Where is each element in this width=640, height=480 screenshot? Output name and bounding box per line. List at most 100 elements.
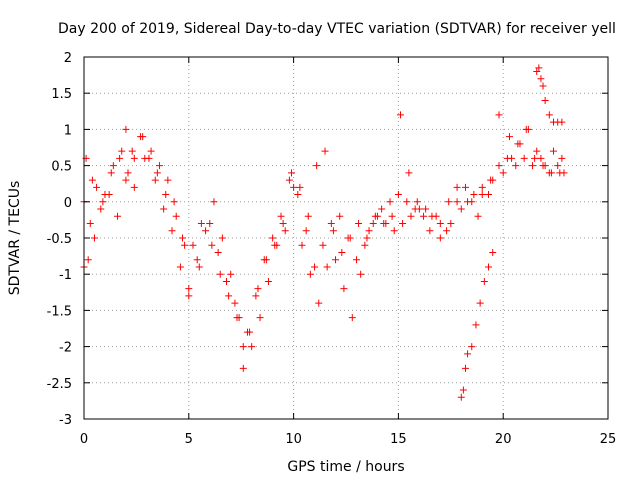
data-point — [86, 220, 94, 228]
data-point — [137, 133, 145, 141]
data-point — [130, 183, 138, 191]
data-point — [189, 241, 197, 249]
data-point — [355, 220, 363, 228]
y-tick-label: -1 — [59, 268, 72, 283]
data-point — [90, 234, 98, 242]
data-point — [505, 133, 513, 141]
data-point — [214, 248, 222, 256]
data-point — [122, 176, 130, 184]
data-point — [453, 183, 461, 191]
data-point — [319, 241, 327, 249]
data-point — [545, 111, 553, 119]
data-point — [197, 220, 205, 228]
data-point — [264, 277, 272, 285]
data-point — [172, 212, 180, 220]
data-point — [296, 183, 304, 191]
data-point — [514, 140, 522, 148]
data-point — [413, 198, 421, 206]
data-point — [489, 248, 497, 256]
data-point — [225, 292, 233, 300]
data-point — [480, 277, 488, 285]
data-point — [269, 234, 277, 242]
data-point — [461, 364, 469, 372]
data-point — [512, 162, 520, 170]
data-point — [109, 162, 117, 170]
data-point — [558, 154, 566, 162]
data-point — [348, 314, 356, 322]
data-point — [185, 292, 193, 300]
data-point — [202, 227, 210, 235]
data-point — [128, 147, 136, 155]
data-point — [304, 212, 312, 220]
grid — [84, 57, 608, 419]
data-point — [388, 212, 396, 220]
x-axis-title: GPS time / hours — [287, 459, 404, 475]
data-point — [508, 154, 516, 162]
data-point — [476, 299, 484, 307]
data-point — [470, 191, 478, 199]
data-point — [99, 198, 107, 206]
data-point — [151, 176, 159, 184]
data-point — [116, 154, 124, 162]
data-point — [468, 343, 476, 351]
data-point — [231, 299, 239, 307]
x-tick-label: 15 — [390, 432, 407, 447]
data-point — [554, 162, 562, 170]
data-point — [550, 147, 558, 155]
x-tick-label: 5 — [185, 432, 193, 447]
data-point — [380, 220, 388, 228]
data-point — [533, 147, 541, 155]
data-point — [147, 147, 155, 155]
data-point — [97, 205, 105, 213]
tick-labels: -3-2.5-2-1.5-1-0.500.511.520 5 10 15 20 25 — [47, 51, 617, 447]
data-point — [436, 220, 444, 228]
data-point — [285, 176, 293, 184]
data-point — [340, 285, 348, 293]
data-point — [160, 205, 168, 213]
data-point — [298, 241, 306, 249]
data-point — [464, 198, 472, 206]
data-point — [403, 198, 411, 206]
y-tick-label: -0.5 — [47, 232, 72, 247]
y-tick-label: 1.5 — [51, 87, 72, 102]
data-point — [243, 328, 251, 336]
data-point — [415, 205, 423, 213]
y-tick-label: -1.5 — [47, 304, 72, 319]
data-point — [302, 227, 310, 235]
data-point — [254, 285, 262, 293]
x-tick-label: 0 — [80, 432, 88, 447]
data-point — [547, 169, 555, 177]
data-point — [539, 82, 547, 90]
data-point — [457, 393, 465, 401]
data-point — [485, 263, 493, 271]
data-point — [478, 191, 486, 199]
data-point — [457, 205, 465, 213]
data-point — [474, 212, 482, 220]
data-point — [155, 162, 163, 170]
data-point — [235, 314, 243, 322]
data-point — [279, 220, 287, 228]
data-point — [495, 162, 503, 170]
data-point — [336, 212, 344, 220]
data-point — [206, 220, 214, 228]
data-point — [239, 343, 247, 351]
data-point — [93, 183, 101, 191]
data-point — [495, 111, 503, 119]
data-point — [195, 263, 203, 271]
data-point — [256, 314, 264, 322]
data-point — [84, 256, 92, 264]
data-point — [443, 227, 451, 235]
data-point — [329, 227, 337, 235]
y-tick-label: 1 — [64, 123, 72, 138]
data-point — [422, 205, 430, 213]
data-point — [426, 227, 434, 235]
data-point — [294, 191, 302, 199]
data-point — [306, 270, 314, 278]
data-point — [338, 248, 346, 256]
data-point — [361, 241, 369, 249]
data-point — [311, 263, 319, 271]
data-point — [529, 162, 537, 170]
data-point — [248, 343, 256, 351]
data-point — [520, 154, 528, 162]
data-point — [556, 169, 564, 177]
